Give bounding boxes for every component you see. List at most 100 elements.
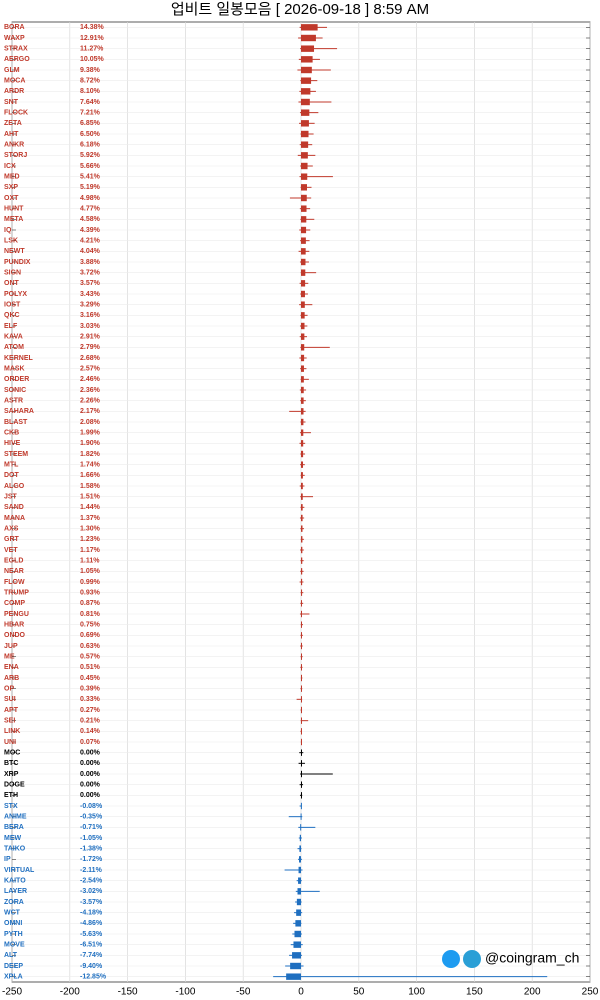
body — [301, 792, 302, 799]
change-label: 0.63% — [80, 643, 101, 650]
body — [301, 440, 304, 447]
body — [301, 450, 304, 458]
body — [301, 408, 304, 415]
coin-label: ARB — [4, 675, 19, 682]
body — [286, 973, 301, 980]
coin-label: STX — [4, 803, 18, 810]
body — [301, 354, 305, 362]
coin-label: VIRTUAL — [4, 867, 35, 874]
change-label: 8.10% — [80, 88, 101, 95]
coin-label: AERGO — [4, 56, 30, 63]
coin-label: COMP — [4, 600, 25, 607]
x-tick-label: -250 — [2, 987, 22, 998]
coin-label: SXP — [4, 184, 18, 191]
coin-label: SIGN — [4, 270, 21, 277]
body — [301, 770, 302, 778]
change-label: -6.51% — [80, 942, 103, 949]
change-label: 5.92% — [80, 152, 101, 159]
coin-label: SEI — [4, 718, 15, 725]
coin-label: EGLD — [4, 558, 23, 565]
coin-label: BORA — [4, 24, 25, 31]
body — [296, 898, 301, 906]
change-label: 2.79% — [80, 344, 101, 351]
x-tick-label: 100 — [408, 987, 425, 998]
body — [300, 824, 302, 831]
coin-label: MTL — [4, 462, 19, 469]
coin-label: LSK — [4, 238, 18, 245]
body — [301, 248, 306, 255]
change-label: 8.72% — [80, 78, 101, 85]
change-label: 0.00% — [80, 771, 101, 778]
body — [301, 66, 312, 74]
change-label: 7.21% — [80, 110, 101, 117]
coin-label: ONT — [4, 280, 20, 287]
body — [295, 920, 301, 927]
coin-label: DOT — [4, 472, 20, 479]
body — [301, 536, 303, 543]
body — [301, 24, 318, 31]
body — [301, 578, 303, 586]
body — [301, 45, 315, 52]
change-label: -4.18% — [80, 910, 103, 917]
body — [301, 344, 305, 351]
coin-label: ARDR — [4, 88, 24, 95]
change-label: -0.71% — [80, 824, 103, 831]
body — [300, 802, 302, 810]
x-tick-label: -200 — [60, 987, 80, 998]
change-label: 0.00% — [80, 760, 101, 767]
body — [301, 728, 302, 735]
body — [301, 237, 306, 244]
change-label: 0.00% — [80, 782, 101, 789]
coin-label: ANKR — [4, 142, 24, 149]
change-label: -5.63% — [80, 931, 103, 938]
coin-label: OXT — [4, 195, 19, 202]
body — [301, 546, 303, 554]
coin-label: AXS — [4, 526, 19, 533]
change-label: 0.00% — [80, 792, 101, 799]
coin-label: DOGE — [4, 782, 25, 789]
change-label: 1.74% — [80, 462, 101, 469]
body — [301, 130, 309, 138]
coin-label: KERNEL — [4, 355, 34, 362]
change-label: 0.45% — [80, 675, 101, 682]
change-label: 5.41% — [80, 174, 101, 181]
change-label: 0.51% — [80, 664, 101, 671]
coin-label: FLOW — [4, 579, 25, 586]
coin-label: ANIME — [4, 814, 27, 821]
change-label: 0.75% — [80, 622, 101, 629]
body — [301, 205, 307, 212]
change-label: -1.05% — [80, 835, 103, 842]
change-label: 10.05% — [80, 56, 105, 63]
body — [301, 322, 305, 330]
body — [301, 162, 308, 170]
change-label: 1.17% — [80, 547, 101, 554]
coin-label: WAXP — [4, 35, 25, 42]
body — [301, 301, 305, 308]
coin-label: KAITO — [4, 878, 26, 885]
coin-label: SNT — [4, 99, 19, 106]
coin-label: PENGU — [4, 611, 29, 618]
coin-label: ASTR — [4, 398, 23, 405]
change-label: 4.58% — [80, 216, 101, 223]
coin-label: BLAST — [4, 419, 28, 426]
body — [301, 216, 307, 223]
change-label: 0.93% — [80, 590, 101, 597]
body — [301, 749, 302, 756]
body — [301, 152, 308, 159]
coin-label: APT — [4, 707, 19, 714]
change-label: 7.64% — [80, 99, 101, 106]
body — [301, 461, 304, 468]
body — [290, 962, 301, 970]
change-label: 0.21% — [80, 718, 101, 725]
change-label: 0.33% — [80, 696, 101, 703]
body — [301, 109, 310, 116]
change-label: 4.04% — [80, 248, 101, 255]
coin-label: AHT — [4, 131, 19, 138]
coin-label: HBAR — [4, 622, 24, 629]
body — [298, 877, 301, 884]
body — [301, 514, 303, 522]
body — [301, 760, 302, 767]
body — [301, 280, 306, 287]
coin-label: OP — [4, 686, 14, 693]
